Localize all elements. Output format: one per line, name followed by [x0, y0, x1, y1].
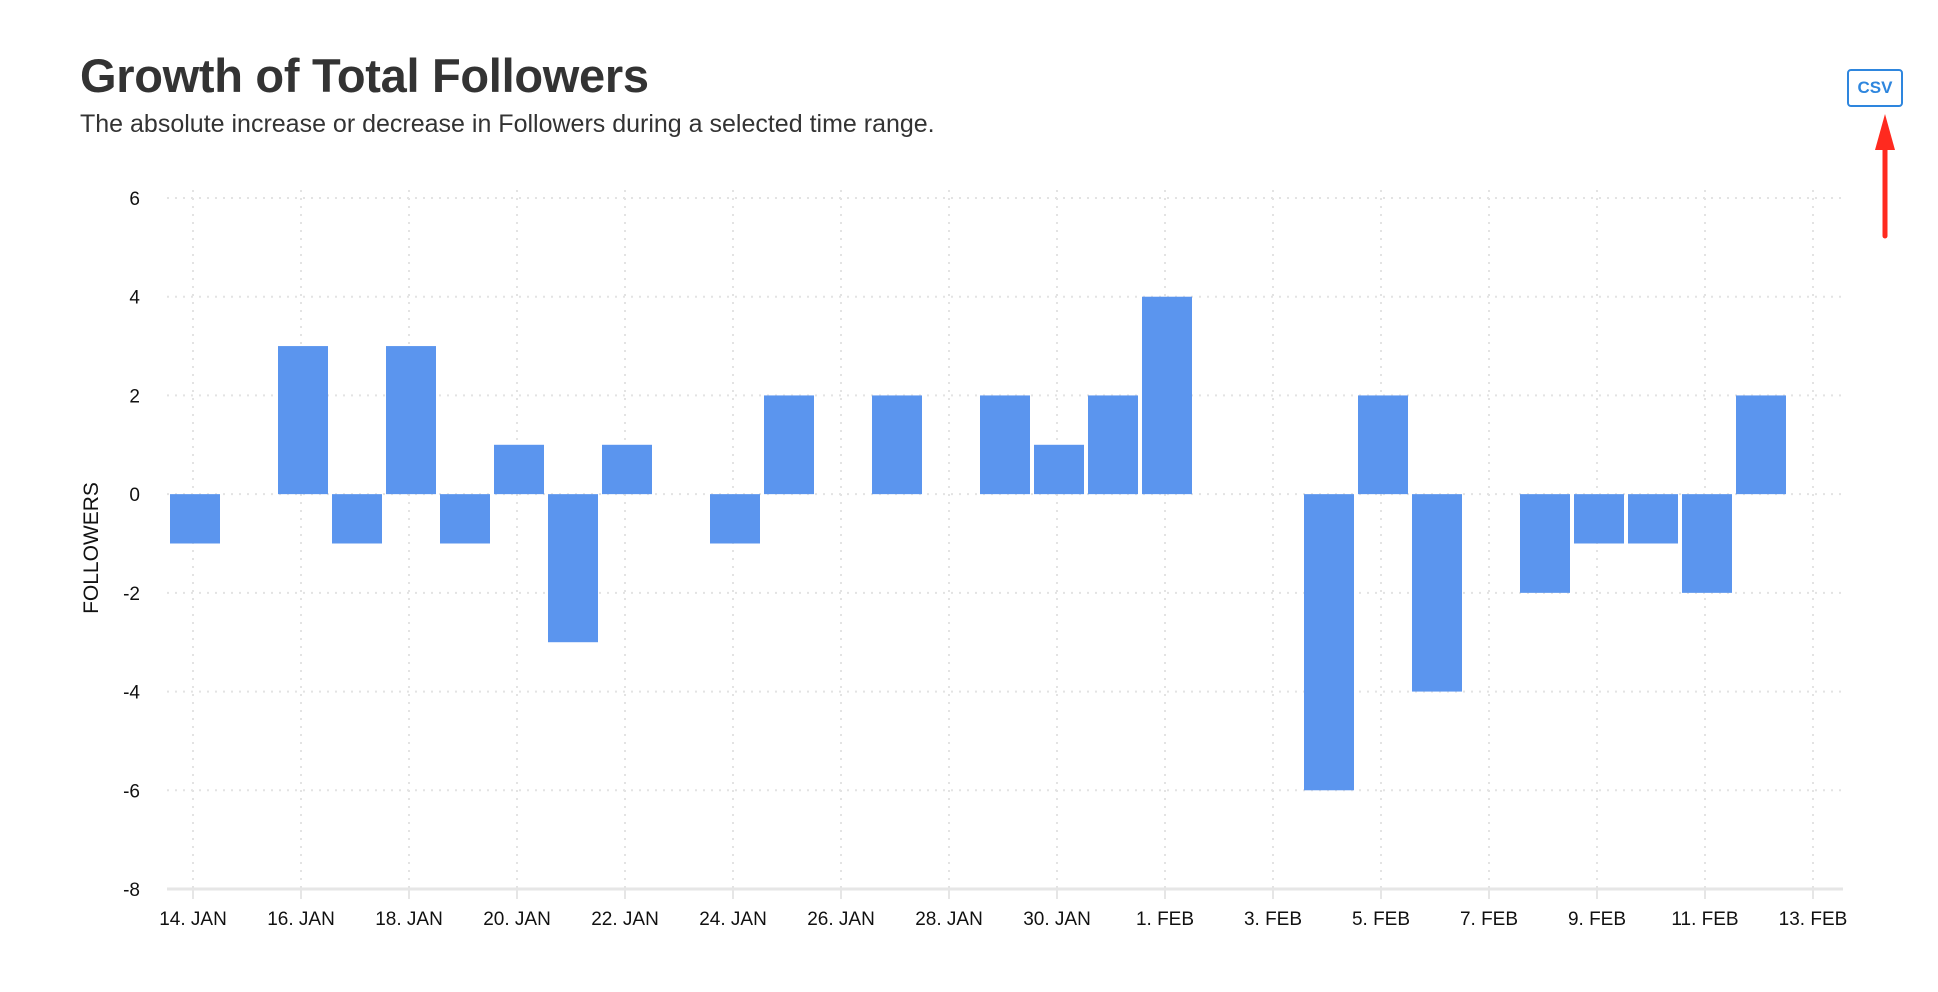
y-tick-label: -2: [123, 584, 140, 605]
x-tick-label: 14. JAN: [159, 909, 227, 930]
bar-16-jan[interactable]: [278, 346, 328, 495]
x-tick-label: 16. JAN: [267, 909, 335, 930]
bar-12-feb[interactable]: [1736, 395, 1786, 495]
x-tick-label: 1. FEB: [1136, 909, 1194, 930]
x-tick-label: 11. FEB: [1671, 909, 1738, 930]
x-tick-label: 18. JAN: [375, 909, 443, 930]
x-tick-label: 13. FEB: [1779, 909, 1848, 930]
y-tick-label: 4: [129, 288, 140, 309]
y-tick-label: -4: [123, 683, 140, 704]
bar-5-feb[interactable]: [1358, 395, 1408, 495]
bar-8-feb[interactable]: [1520, 494, 1570, 593]
bar-1-feb[interactable]: [1142, 296, 1192, 495]
y-axis-title: FOLLOWERS: [80, 482, 103, 614]
annotation-arrow-icon: [1875, 114, 1895, 239]
y-tick-label: -8: [123, 880, 140, 901]
bar-31-jan[interactable]: [1088, 395, 1138, 495]
x-tick-label: 20. JAN: [483, 909, 551, 930]
bar-18-jan[interactable]: [386, 346, 436, 495]
bar-29-jan[interactable]: [980, 395, 1030, 495]
csv-export-button[interactable]: CSV: [1847, 69, 1903, 107]
x-tick-label: 5. FEB: [1352, 909, 1410, 930]
axes: 6 4 2 0 -2 -4 -6 -8 14. JAN 16. JAN 18. JAN 20. JAN…: [123, 189, 1847, 930]
bar-30-jan[interactable]: [1034, 444, 1084, 495]
bar-11-feb[interactable]: [1682, 494, 1732, 593]
chart-subtitle: The absolute increase or decrease in Fol…: [80, 110, 935, 138]
y-tick-label: 6: [129, 189, 140, 210]
x-tick-label: 22. JAN: [591, 909, 659, 930]
y-tick-label: 2: [129, 386, 140, 407]
bar-10-feb[interactable]: [1628, 494, 1678, 544]
bar-25-jan[interactable]: [764, 395, 814, 495]
bar-21-jan[interactable]: [548, 494, 598, 643]
bar-4-feb[interactable]: [1304, 494, 1354, 791]
bar-14-jan[interactable]: [170, 494, 220, 544]
bar-20-jan[interactable]: [494, 444, 544, 495]
x-tick-label: 26. JAN: [807, 909, 875, 930]
chart-title: Growth of Total Followers: [80, 49, 649, 102]
bar-19-jan[interactable]: [440, 494, 490, 544]
x-tick-label: 30. JAN: [1023, 909, 1091, 930]
bar-27-jan[interactable]: [872, 395, 922, 495]
x-tick-label: 3. FEB: [1244, 909, 1302, 930]
x-tick-label: 9. FEB: [1568, 909, 1626, 930]
bar-9-feb[interactable]: [1574, 494, 1624, 544]
x-tick-label: 24. JAN: [699, 909, 767, 930]
bar-17-jan[interactable]: [332, 494, 382, 544]
y-tick-label: 0: [129, 485, 140, 506]
bar-24-jan[interactable]: [710, 494, 760, 544]
bars: [170, 296, 1786, 791]
arrow-head: [1875, 114, 1895, 150]
x-tick-label: 7. FEB: [1460, 909, 1518, 930]
bar-6-feb[interactable]: [1412, 494, 1462, 692]
bar-22-jan[interactable]: [602, 444, 652, 495]
x-tick-label: 28. JAN: [915, 909, 983, 930]
y-tick-label: -6: [123, 781, 140, 802]
